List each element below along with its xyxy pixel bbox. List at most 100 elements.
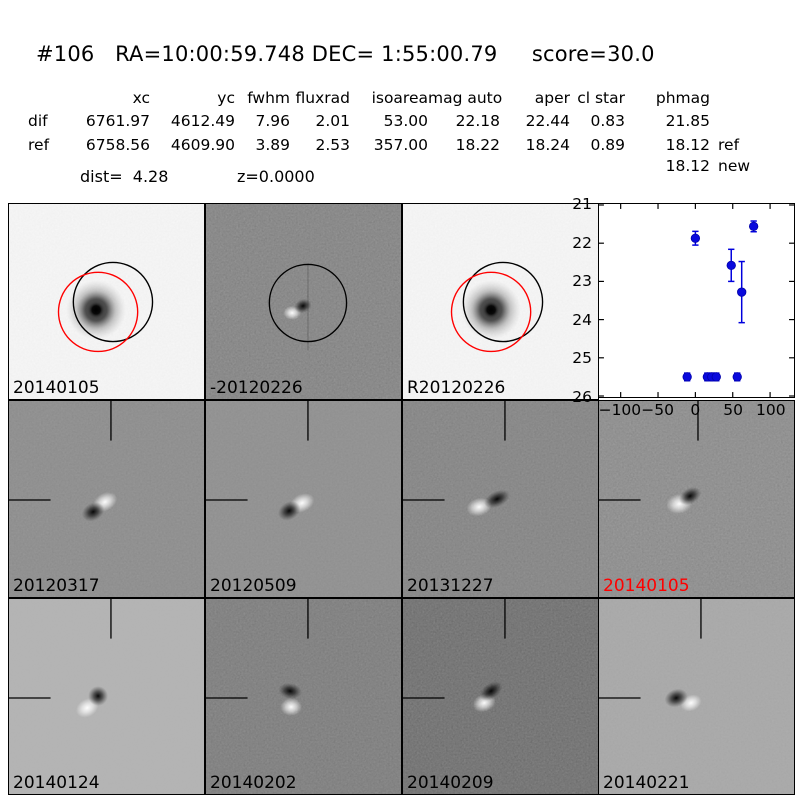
- cutout-date-label: -20120226: [210, 378, 303, 398]
- noise-texture: [403, 599, 598, 794]
- table-row: xc yc fwhm fluxrad isoarea mag auto aper cl sta…: [0, 89, 760, 107]
- data-point: [711, 372, 721, 382]
- data-point: [690, 233, 701, 243]
- cutout-panel-epoch: 20120509: [205, 400, 402, 598]
- value-cell: 6758.56: [85, 136, 150, 154]
- difference-image: [403, 401, 598, 597]
- column-header: cl star: [577, 89, 625, 107]
- cutout-panel-epoch: 20140202: [205, 598, 402, 795]
- aperture-circle-red: [57, 271, 139, 353]
- cutout-panel-reference: R20120226: [402, 203, 599, 400]
- cutout-panel-epoch: 20131227: [402, 400, 599, 598]
- dist-value: dist= 4.28: [80, 167, 169, 186]
- y-tick-label: 25: [572, 349, 592, 368]
- y-tick-label: 23: [572, 272, 592, 291]
- table-cell: [710, 89, 760, 107]
- difference-image: [206, 401, 401, 597]
- cutout-date-label: 20140202: [210, 773, 297, 793]
- residual-dark-lobe: [294, 298, 312, 314]
- column-header: mag auto: [428, 89, 503, 107]
- redshift-value: z=0.0000: [237, 167, 315, 186]
- cutout-date-label: 20120509: [210, 576, 297, 596]
- data-point: [737, 287, 747, 297]
- lightcurve-plot: [598, 203, 795, 398]
- cutout-panel-diff-ref-epoch: -20120226: [205, 203, 402, 400]
- value-cell: 6761.97: [85, 112, 150, 130]
- difference-image: [206, 599, 401, 794]
- column-header: phmag: [655, 89, 710, 107]
- residual-bright-lobe: [280, 697, 303, 716]
- value-cell: 2.01: [315, 112, 350, 130]
- value-cell: 2.53: [315, 136, 350, 154]
- residual-dark-lobe: [278, 682, 302, 700]
- cutout-panel-new: 20140105: [8, 203, 205, 400]
- column-header: fwhm: [247, 89, 290, 107]
- column-header: yc: [217, 89, 235, 107]
- table-row: dif 6761.97 4612.49 7.96 2.01 53.00 22.18 22.44…: [0, 112, 760, 130]
- residual-dark-lobe: [88, 686, 108, 706]
- row-label: ref: [28, 136, 50, 154]
- difference-image: [599, 599, 794, 794]
- new-image: [9, 204, 204, 399]
- table-row: ref 6758.56 4609.90 3.89 2.53 357.00 18.22 18.2…: [0, 136, 760, 154]
- y-tick-label: 24: [572, 310, 592, 329]
- data-point: [749, 221, 759, 232]
- value-cell: 0.83: [590, 112, 625, 130]
- cutout-date-label: 20140209: [407, 773, 494, 793]
- cutout-date-label: 20140105: [13, 378, 100, 398]
- candidate-header: #106 RA=10:00:59.748 DEC= 1:55:00.79 sco…: [36, 42, 655, 66]
- table-cell: [0, 89, 52, 107]
- reference-image: [403, 204, 598, 399]
- column-header: isoarea: [371, 89, 428, 107]
- row-suffix: ref: [718, 136, 740, 154]
- x-tick-label: −100: [598, 401, 642, 419]
- row-label: dif: [28, 112, 48, 130]
- data-point: [732, 372, 742, 382]
- residual-dark-lobe: [277, 501, 301, 521]
- residual-dark-lobe: [81, 502, 105, 522]
- noise-texture: [206, 599, 401, 794]
- aperture-circle-black: [268, 263, 348, 343]
- column-header: xc: [132, 89, 150, 107]
- x-tick-label: 0: [690, 401, 701, 419]
- residual-dark-lobe: [679, 486, 702, 506]
- x-tick-label: −50: [641, 401, 674, 419]
- residual-dark-lobe: [484, 489, 511, 509]
- value-cell: 7.96: [255, 112, 290, 130]
- cutout-date-label: 20140105: [603, 576, 690, 596]
- value-cell: 0.89: [590, 136, 625, 154]
- aperture-circle-black: [72, 261, 154, 343]
- residual-dark-lobe: [664, 688, 688, 708]
- column-header: fluxrad: [295, 89, 350, 107]
- difference-image: [9, 599, 204, 794]
- aperture-circle-black: [462, 261, 544, 343]
- x-tick-label: 50: [723, 401, 743, 419]
- value-cell: 18.12: [665, 136, 710, 154]
- cutout-panel-epoch: 20140209: [402, 598, 599, 795]
- value-cell: 4612.49: [170, 112, 235, 130]
- source-blob-core: [479, 298, 503, 322]
- value-cell: 22.44: [525, 112, 570, 130]
- cutout-date-label: 20131227: [407, 576, 494, 596]
- value-cell: 4609.90: [170, 136, 235, 154]
- y-tick-label: 22: [572, 233, 592, 252]
- value-cell: 3.89: [255, 136, 290, 154]
- y-tick-label: 26: [572, 388, 592, 406]
- y-tick-label: 21: [572, 195, 592, 213]
- value-cell: 22.18: [455, 112, 500, 130]
- cutout-panel-epoch-detection: 20140105: [598, 400, 795, 598]
- value-cell: 53.00: [383, 112, 428, 130]
- value-cell: 18.24: [525, 136, 570, 154]
- data-point: [726, 260, 736, 271]
- difference-image: [9, 401, 204, 597]
- cutout-date-label: 20140124: [13, 773, 100, 793]
- difference-image: [206, 204, 401, 399]
- source-blob-core: [84, 298, 108, 322]
- cutout-panel-epoch: 20120317: [8, 400, 205, 598]
- value-cell: 21.85: [665, 112, 710, 130]
- cutout-panel-epoch: 20140124: [8, 598, 205, 795]
- value-cell: 18.22: [455, 136, 500, 154]
- phmag-new-suffix: new: [718, 157, 751, 175]
- value-cell: 357.00: [373, 136, 428, 154]
